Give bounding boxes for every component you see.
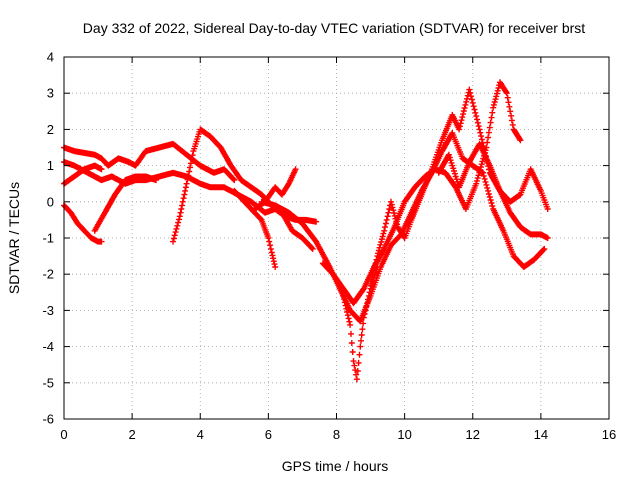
y-tick-label: -4 <box>42 339 54 354</box>
data-marks <box>61 79 551 383</box>
y-tick-label: 1 <box>47 158 54 173</box>
chart-title: Day 332 of 2022, Sidereal Day-to-day VTE… <box>83 20 585 36</box>
y-tick-label: 0 <box>47 194 54 209</box>
x-tick-label: 0 <box>60 427 67 442</box>
x-tick-label: 16 <box>602 427 616 442</box>
x-tick-label: 4 <box>197 427 204 442</box>
x-tick-label: 6 <box>265 427 272 442</box>
y-tick-label: 3 <box>47 86 54 101</box>
y-tick-label: -5 <box>42 375 54 390</box>
series-arc7 <box>231 187 279 270</box>
x-axis-label: GPS time / hours <box>282 458 389 474</box>
y-tick-label: 4 <box>47 50 54 65</box>
y-tick-label: -1 <box>42 231 54 246</box>
series-markers <box>231 187 279 270</box>
series-arc4 <box>61 162 105 187</box>
axis-ticks <box>63 56 610 420</box>
x-tick-label: 10 <box>397 427 411 442</box>
y-tick-label: -2 <box>42 267 54 282</box>
series-arc13 <box>435 140 551 212</box>
x-tick-label: 14 <box>534 427 548 442</box>
x-tick-label: 2 <box>129 427 136 442</box>
x-tick-label: 8 <box>333 427 340 442</box>
series-markers <box>170 126 316 252</box>
series-arc5 <box>91 173 159 234</box>
series-markers <box>61 162 105 187</box>
y-tick-label: -3 <box>42 303 54 318</box>
series-markers <box>91 173 159 234</box>
series-markers <box>435 140 551 212</box>
x-tick-label: 12 <box>466 427 480 442</box>
series-markers <box>258 130 548 325</box>
y-tick-label: -6 <box>42 412 54 427</box>
grid-lines <box>64 57 609 419</box>
y-tick-label: 2 <box>47 122 54 137</box>
y-tick-labels: -6 -5 -4 -3 -2 -1 0 1 2 3 4 <box>42 50 54 427</box>
y-axis-label: SDTVAR / TECUs <box>6 182 22 294</box>
series-arc9 <box>258 130 548 325</box>
x-tick-labels: 0 2 4 6 8 10 12 14 16 <box>60 427 616 442</box>
series-arc6 <box>170 126 316 252</box>
